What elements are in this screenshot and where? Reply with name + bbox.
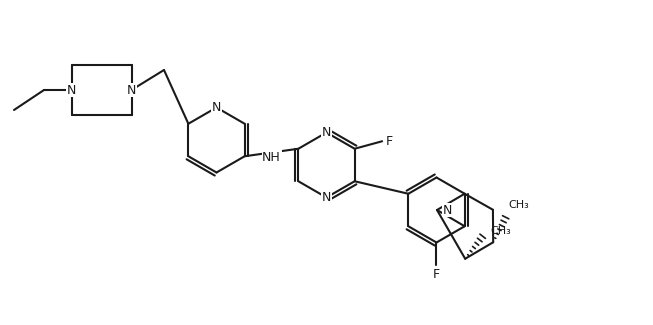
Text: N: N bbox=[322, 191, 331, 204]
Text: N: N bbox=[127, 84, 136, 97]
Text: N: N bbox=[322, 126, 331, 139]
Text: NH: NH bbox=[262, 151, 281, 164]
Text: N: N bbox=[67, 84, 76, 97]
Text: F: F bbox=[386, 135, 393, 148]
Text: N: N bbox=[212, 101, 221, 114]
Text: CH₃: CH₃ bbox=[490, 226, 511, 236]
Text: F: F bbox=[433, 268, 440, 281]
Text: N: N bbox=[443, 203, 453, 216]
Text: CH₃: CH₃ bbox=[508, 200, 529, 210]
